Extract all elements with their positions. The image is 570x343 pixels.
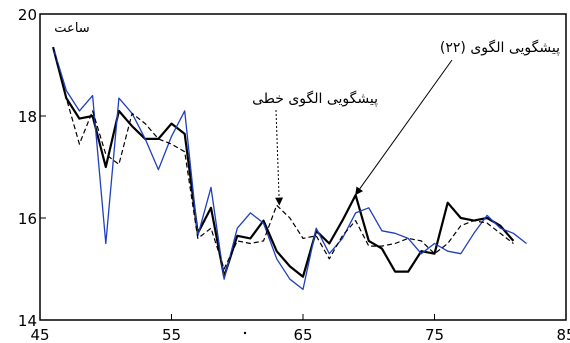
- annotation-label-1: پیشگویی الگوی (۲۲): [440, 39, 560, 56]
- annotation-arrow-1: [355, 59, 453, 196]
- x-tick-label: 65: [293, 326, 312, 343]
- x-tick-label: 75: [425, 326, 444, 343]
- y-axis-label: ساعت: [54, 21, 89, 36]
- y-tick-label: 16: [18, 210, 37, 228]
- series-line-2: [52, 46, 527, 291]
- annotation-label-2: پیشگویی الگوی خطی: [252, 90, 378, 107]
- series-line-1: [52, 46, 515, 278]
- y-tick-label: 14: [18, 312, 37, 330]
- x-tick-label: 45: [30, 326, 49, 343]
- axis-dot-marker: [243, 331, 247, 335]
- y-tick-label: 18: [18, 108, 37, 126]
- x-tick-label: 55: [162, 326, 181, 343]
- annotation-arrow-2: [275, 109, 284, 206]
- y-tick-label: 20: [18, 6, 37, 24]
- series-line-3: [52, 46, 514, 270]
- x-tick-label: 85: [556, 326, 570, 343]
